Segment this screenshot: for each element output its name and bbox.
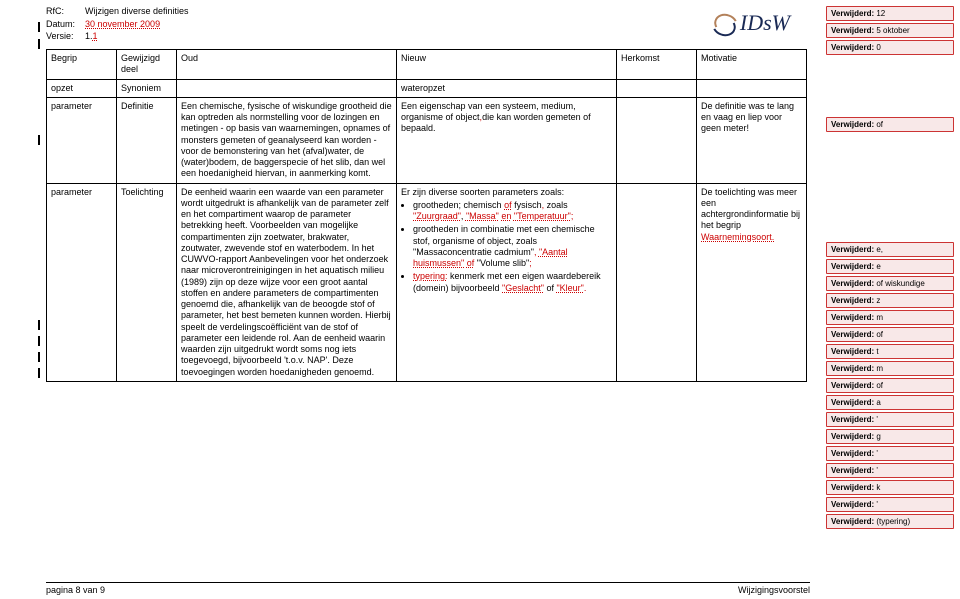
comment-box: Verwijderd: 5 oktober xyxy=(826,23,954,38)
col-herkomst: Herkomst xyxy=(617,50,697,80)
comment-box: Verwijderd: ' xyxy=(826,463,954,478)
col-begrip: Begrip xyxy=(47,50,117,80)
cell-nieuw: Er zijn diverse soorten parameters zoals… xyxy=(397,183,617,381)
comment-box: Verwijderd: z xyxy=(826,293,954,308)
cell-herkomst xyxy=(617,97,697,183)
comment-box: Verwijderd: t xyxy=(826,344,954,359)
comment-box: Verwijderd: a xyxy=(826,395,954,410)
cell-begrip: parameter xyxy=(47,183,117,381)
table-row: opzet Synoniem wateropzet xyxy=(47,79,807,97)
comment-box: Verwijderd: k xyxy=(826,480,954,495)
comment-box: Verwijderd: e, xyxy=(826,242,954,257)
comment-box: Verwijderd: of wiskundige xyxy=(826,276,954,291)
cell-gewijzigd: Definitie xyxy=(117,97,177,183)
cell-gewijzigd: Synoniem xyxy=(117,79,177,97)
col-nieuw: Nieuw xyxy=(397,50,617,80)
bullet-item: typering: kenmerk met een eigen waardebe… xyxy=(413,271,612,294)
rfc-value: Wijzigen diverse definities xyxy=(85,6,189,18)
rfc-label: RfC: xyxy=(46,6,75,18)
comment-box: Verwijderd: of xyxy=(826,327,954,342)
comment-box: Verwijderd: of xyxy=(826,378,954,393)
comment-box: Verwijderd: of xyxy=(826,117,954,132)
col-gewijzigd: Gewijzigd deel xyxy=(117,50,177,80)
version-value: 1.1 xyxy=(85,31,189,43)
comment-box: Verwijderd: e xyxy=(826,259,954,274)
date-value: 30 november 2009 xyxy=(85,19,189,31)
version-label: Versie: xyxy=(46,31,75,43)
table-header-row: Begrip Gewijzigd deel Oud Nieuw Herkomst… xyxy=(47,50,807,80)
col-oud: Oud xyxy=(177,50,397,80)
definitions-table: Begrip Gewijzigd deel Oud Nieuw Herkomst… xyxy=(46,49,807,382)
tracked-changes-panel: Verwijderd: 12 Verwijderd: 5 oktober Ver… xyxy=(826,6,954,529)
col-motivatie: Motivatie xyxy=(697,50,807,80)
comment-box: Verwijderd: 12 xyxy=(826,6,954,21)
comment-box: Verwijderd: ' xyxy=(826,412,954,427)
cell-nieuw: wateropzet xyxy=(397,79,617,97)
comment-box: Verwijderd: ' xyxy=(826,446,954,461)
cell-gewijzigd: Toelichting xyxy=(117,183,177,381)
comment-box: Verwijderd: ' xyxy=(826,497,954,512)
cell-nieuw: Een eigenschap van een systeem, medium, … xyxy=(397,97,617,183)
comment-box: Verwijderd: m xyxy=(826,310,954,325)
cell-begrip: parameter xyxy=(47,97,117,183)
page-number: pagina 8 van 9 xyxy=(46,585,105,595)
cell-herkomst xyxy=(617,183,697,381)
cell-motivatie: De toelichting was meer een achtergrondi… xyxy=(697,183,807,381)
date-label: Datum: xyxy=(46,19,75,31)
cell-oud xyxy=(177,79,397,97)
comment-box: Verwijderd: g xyxy=(826,429,954,444)
cell-begrip: opzet xyxy=(47,79,117,97)
cell-motivatie: De definitie was te lang en vaag en liep… xyxy=(697,97,807,183)
page-footer: pagina 8 van 9 Wijzigingsvoorstel xyxy=(46,582,810,595)
cell-oud: Een chemische, fysische of wiskundige gr… xyxy=(177,97,397,183)
cell-herkomst xyxy=(617,79,697,97)
bullet-item: grootheden in combinatie met een chemisc… xyxy=(413,224,612,269)
document-header: RfC: Datum: Versie: Wijzigen diverse def… xyxy=(46,6,952,43)
comment-box: Verwijderd: m xyxy=(826,361,954,376)
footer-title: Wijzigingsvoorstel xyxy=(738,585,810,595)
cell-oud: De eenheid waarin een waarde van een par… xyxy=(177,183,397,381)
nieuw-intro: Er zijn diverse soorten parameters zoals… xyxy=(401,187,564,197)
cell-motivatie xyxy=(697,79,807,97)
bullet-item: grootheden; chemisch of fysisch, zoals "… xyxy=(413,200,612,223)
comment-box: Verwijderd: 0 xyxy=(826,40,954,55)
table-row: parameter Toelichting De eenheid waarin … xyxy=(47,183,807,381)
table-row: parameter Definitie Een chemische, fysis… xyxy=(47,97,807,183)
comment-box: Verwijderd: (typering) xyxy=(826,514,954,529)
